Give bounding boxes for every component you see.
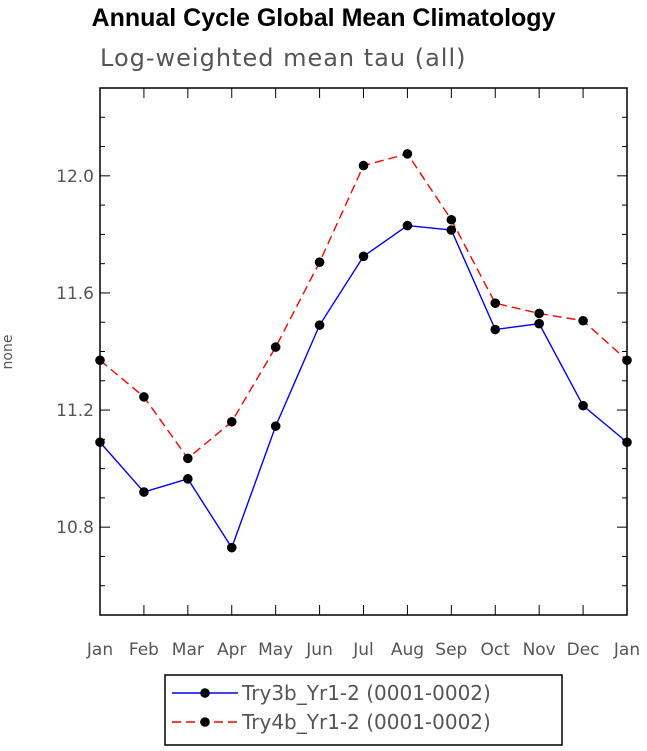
series-1-point — [270, 421, 281, 431]
y-axis-label: none — [0, 335, 16, 370]
series-1-point — [183, 474, 193, 484]
chart-subtitle: Log-weighted mean tau (all) — [100, 44, 467, 72]
legend-label-1: Try3b_Yr1-2 (0001-0002) — [241, 681, 491, 705]
series-2-point — [314, 257, 325, 268]
series-2-point — [622, 355, 632, 366]
series-line-1 — [99, 224, 628, 550]
x-tick-label: Sep — [435, 640, 467, 660]
x-tick-label: Feb — [129, 640, 159, 660]
chart-title: Annual Cycle Global Mean Climatology — [91, 4, 556, 32]
series-1-point — [622, 437, 632, 448]
y-tick-label: 10.8 — [56, 518, 94, 538]
series-1-point — [578, 400, 588, 411]
series-1-point — [314, 320, 325, 330]
series-2-point — [490, 298, 501, 308]
series-1-point — [534, 318, 544, 329]
series-1-point — [402, 220, 413, 231]
x-tick-label: May — [258, 640, 293, 660]
x-tick-label: Oct — [481, 640, 511, 660]
series-line-2 — [99, 153, 628, 460]
x-tick-label: Nov — [523, 640, 556, 660]
series-2-point — [183, 453, 193, 464]
legend-box — [164, 674, 563, 746]
y-tick-label: 11.2 — [56, 401, 94, 421]
series-1-point — [95, 437, 105, 448]
x-tick-label: Jan — [613, 640, 640, 660]
series-1-point — [358, 251, 369, 262]
y-tick-label: 12.0 — [56, 167, 94, 187]
series-2-point — [139, 392, 149, 402]
x-tick-label: Dec — [567, 640, 600, 660]
series-2-point — [270, 342, 281, 352]
series-2-point — [95, 355, 105, 366]
series-2-point — [578, 315, 588, 326]
y-tick-label: 11.6 — [56, 284, 94, 304]
legend-marker-2 — [200, 717, 210, 727]
legend-label-2: Try4b_Yr1-2 (0001-0002) — [241, 710, 491, 734]
series-1-point — [139, 487, 149, 497]
x-tick-label: Jul — [352, 640, 374, 660]
x-tick-label: Jan — [86, 640, 113, 660]
x-tick-label: Apr — [217, 640, 246, 660]
legend-marker-1 — [200, 688, 210, 698]
series-1-point — [490, 324, 501, 335]
series-2-point — [402, 149, 413, 159]
series-2-point — [534, 308, 544, 319]
series-2-point — [358, 160, 369, 171]
x-tick-label: Jun — [305, 640, 333, 660]
x-tick-label: Aug — [391, 640, 424, 660]
series-2-point — [446, 214, 457, 225]
x-tick-label: Mar — [172, 640, 204, 660]
series-1-point — [226, 542, 237, 553]
series-1-point — [446, 225, 457, 235]
series-2-point — [226, 416, 237, 427]
